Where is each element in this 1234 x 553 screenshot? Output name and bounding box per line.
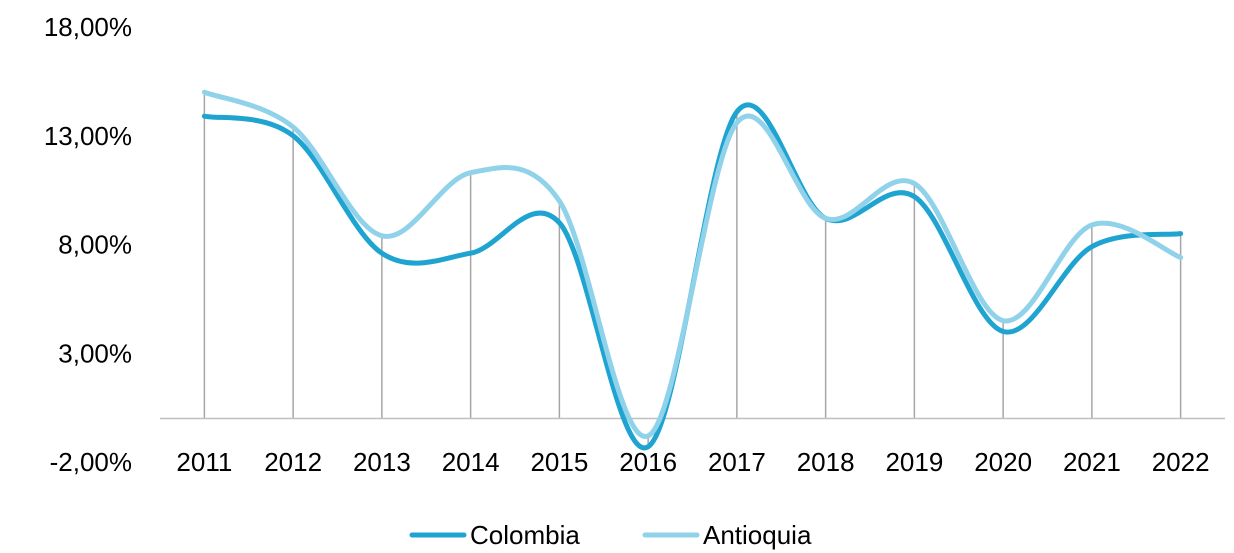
x-axis-tick-labels: 2011 2012 2013 2014 2015 2016 2017 2018 2019 2020… [176, 447, 1209, 477]
series-line-antioquia [201, 89, 1184, 439]
x-tick-label: 2015 [530, 447, 588, 477]
x-tick-label: 2019 [885, 447, 943, 477]
y-tick-label: 3,00% [58, 338, 132, 368]
y-tick-label: 8,00% [58, 230, 132, 260]
y-tick-label: 13,00% [44, 121, 132, 151]
x-tick-label: 2018 [797, 447, 855, 477]
x-tick-label: 2013 [353, 447, 411, 477]
x-tick-label: 2014 [442, 447, 500, 477]
x-tick-label: 2021 [1063, 447, 1121, 477]
x-tick-label: 2022 [1152, 447, 1210, 477]
drop-lines [203, 92, 1182, 447]
legend-label: Colombia [470, 520, 580, 550]
x-tick-label: 2017 [708, 447, 766, 477]
x-tick-label: 2011 [176, 447, 232, 477]
x-tick-label: 2020 [974, 447, 1032, 477]
y-tick-label: 18,00% [44, 12, 132, 42]
legend-label: Antioquia [703, 520, 812, 550]
series-lines [201, 89, 1184, 451]
x-tick-label: 2012 [264, 447, 322, 477]
legend: Colombia Antioquia [409, 520, 812, 550]
y-axis-tick-labels: 18,00% 13,00% 8,00% 3,00% -2,00% [44, 12, 132, 477]
x-tick-label: 2016 [619, 447, 677, 477]
y-tick-label: -2,00% [50, 447, 132, 477]
